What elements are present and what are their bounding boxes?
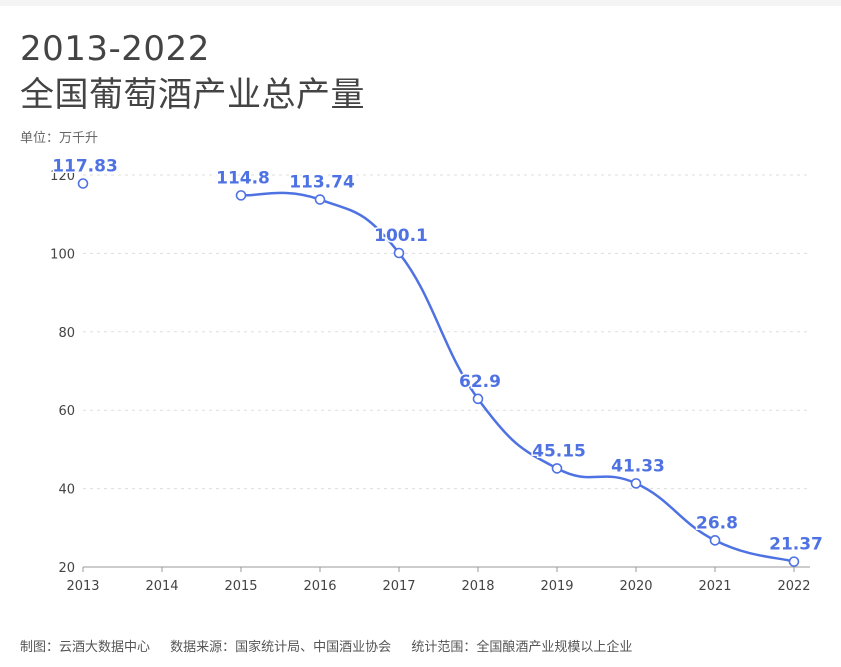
footer-maker: 制图：云酒大数据中心 [20, 640, 151, 655]
data-point [472, 393, 484, 405]
title-text: 全国葡萄酒产业总产量 [20, 75, 365, 115]
data-point [788, 556, 800, 567]
top-strip [0, 0, 841, 6]
series-line [240, 191, 795, 563]
x-tick-label: 2013 [66, 579, 99, 594]
unit-label: 单位：万千升 [20, 131, 99, 146]
data-label: 100.1 [374, 226, 428, 246]
x-tick-label: 2022 [777, 579, 810, 594]
data-label: 26.8 [696, 513, 738, 533]
y-tick-label: 120 [50, 169, 75, 184]
chart-title: 2013-2022 全国葡萄酒产业总产量 [20, 26, 365, 118]
x-tick-label: 2018 [461, 579, 494, 594]
data-label: 114.8 [216, 168, 270, 188]
title-years: 2013-2022 [20, 29, 210, 69]
data-point [314, 194, 326, 205]
footer-source: 数据来源：国家统计局、中国酒业协会 [170, 640, 392, 655]
x-tick-label: 2017 [382, 579, 415, 594]
data-label: 62.9 [459, 372, 501, 392]
data-point [551, 463, 563, 474]
data-point [393, 247, 405, 259]
x-tick-label: 2016 [303, 579, 336, 594]
data-label: 113.74 [289, 173, 355, 193]
y-tick-label: 20 [58, 561, 75, 576]
footer-scope: 统计范围：全国酿酒产业规模以上企业 [411, 640, 633, 655]
data-point [709, 535, 721, 546]
x-tick-label: 2019 [540, 579, 573, 594]
data-label: 45.15 [532, 441, 586, 461]
y-tick-label: 100 [50, 247, 75, 262]
y-tick-label: 60 [58, 404, 75, 419]
data-point [630, 478, 642, 489]
data-label: 21.37 [769, 535, 823, 555]
y-tick-label: 40 [58, 483, 75, 498]
x-tick-label: 2015 [224, 579, 257, 594]
y-tick-label: 80 [58, 326, 75, 341]
x-tick-label: 2020 [619, 579, 652, 594]
footer: 制图：云酒大数据中心 数据来源：国家统计局、中国酒业协会 统计范围：全国酿酒产业… [20, 636, 648, 655]
x-tick-label: 2021 [698, 579, 731, 594]
data-point [77, 178, 89, 189]
data-point [235, 190, 247, 201]
data-label: 41.33 [611, 456, 665, 476]
data-label: 117.83 [52, 157, 118, 177]
x-tick-label: 2014 [145, 579, 178, 594]
